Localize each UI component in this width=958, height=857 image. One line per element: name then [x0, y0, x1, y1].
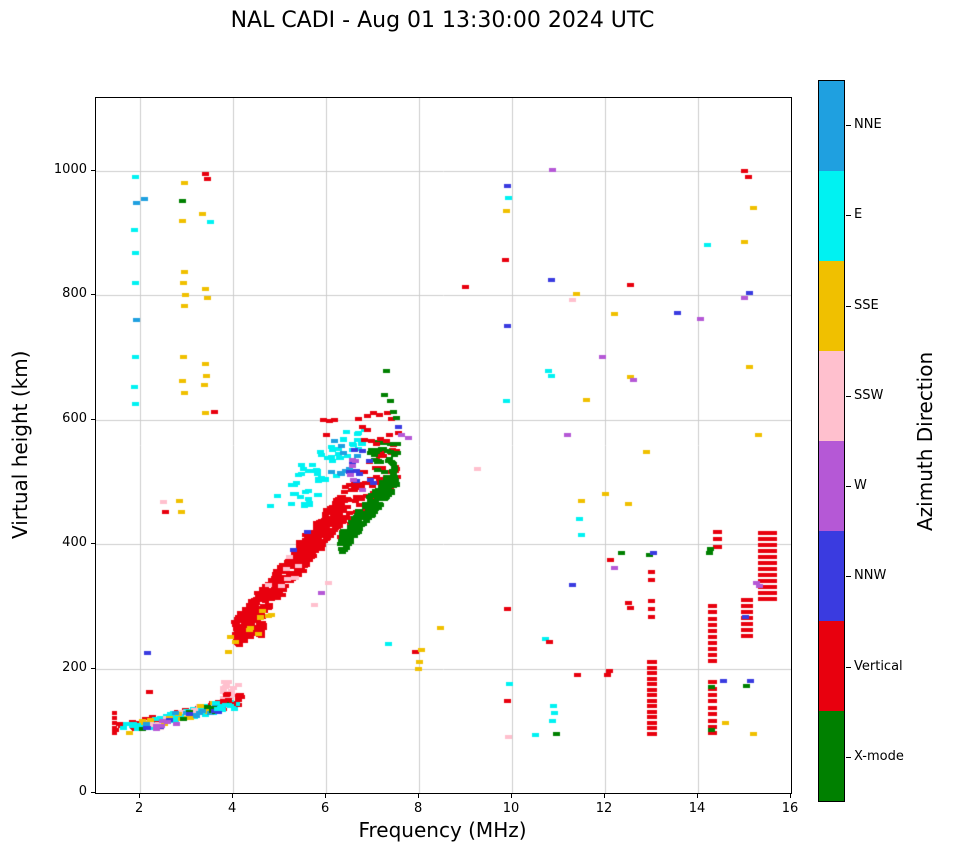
x-tick-mark	[697, 794, 698, 798]
colorbar-tick	[846, 396, 851, 397]
x-tick-mark	[325, 794, 326, 798]
colorbar-title: Azimuth Direction	[913, 351, 937, 531]
x-tick-mark	[232, 794, 233, 798]
x-tick-label: 8	[413, 801, 423, 816]
y-tick-mark	[91, 668, 95, 669]
colorbar-label-x-mode: X-mode	[854, 748, 904, 764]
ionogram-canvas	[96, 98, 791, 793]
colorbar-label-ssw: SSW	[854, 387, 884, 403]
chart-title: NAL CADI - Aug 01 13:30:00 2024 UTC	[230, 8, 655, 33]
y-tick-label: 400	[62, 535, 87, 551]
colorbar	[818, 80, 845, 802]
y-tick-label: 200	[62, 659, 87, 675]
y-tick-mark	[91, 294, 95, 295]
x-tick-label: 14	[688, 801, 706, 816]
colorbar-label-vertical: Vertical	[854, 658, 903, 674]
y-tick-label: 1000	[53, 161, 87, 177]
y-tick-label: 0	[78, 784, 87, 799]
colorbar-segment-sse	[819, 261, 844, 351]
colorbar-tick	[846, 576, 851, 577]
colorbar-tick	[846, 215, 851, 216]
colorbar-label-nne: NNE	[854, 117, 882, 133]
colorbar-label-w: W	[854, 478, 867, 494]
y-axis-label: Virtual height (km)	[8, 350, 32, 539]
y-tick-mark	[91, 419, 95, 420]
x-axis-label: Frequency (MHz)	[358, 818, 527, 842]
colorbar-tick	[846, 486, 851, 487]
colorbar-tick	[846, 306, 851, 307]
y-tick-label: 800	[62, 286, 87, 302]
y-tick-mark	[91, 543, 95, 544]
x-tick-mark	[511, 794, 512, 798]
y-tick-mark	[91, 792, 95, 793]
colorbar-segment-ssw	[819, 351, 844, 441]
x-tick-label: 16	[781, 801, 799, 816]
colorbar-tick	[846, 667, 851, 668]
x-tick-mark	[418, 794, 419, 798]
colorbar-segment-e	[819, 171, 844, 261]
colorbar-tick	[846, 757, 851, 758]
x-tick-label: 6	[320, 801, 330, 816]
colorbar-label-sse: SSE	[854, 297, 879, 313]
colorbar-segment-x-mode	[819, 711, 844, 801]
colorbar-label-e: E	[854, 207, 863, 223]
colorbar-label-nnw: NNW	[854, 568, 887, 584]
colorbar-segment-nne	[819, 81, 844, 171]
colorbar-tick	[846, 125, 851, 126]
x-tick-label: 10	[502, 801, 520, 816]
x-tick-label: 2	[135, 801, 144, 816]
colorbar-segment-w	[819, 441, 844, 531]
y-tick-mark	[91, 170, 95, 171]
x-tick-mark	[790, 794, 791, 798]
y-tick-label: 600	[62, 410, 87, 426]
x-tick-label: 4	[227, 801, 237, 816]
x-tick-mark	[139, 794, 140, 798]
plot-area	[95, 97, 792, 794]
colorbar-segment-nnw	[819, 531, 844, 621]
x-tick-mark	[604, 794, 605, 798]
colorbar-segment-vertical	[819, 621, 844, 711]
x-tick-label: 12	[595, 801, 613, 816]
